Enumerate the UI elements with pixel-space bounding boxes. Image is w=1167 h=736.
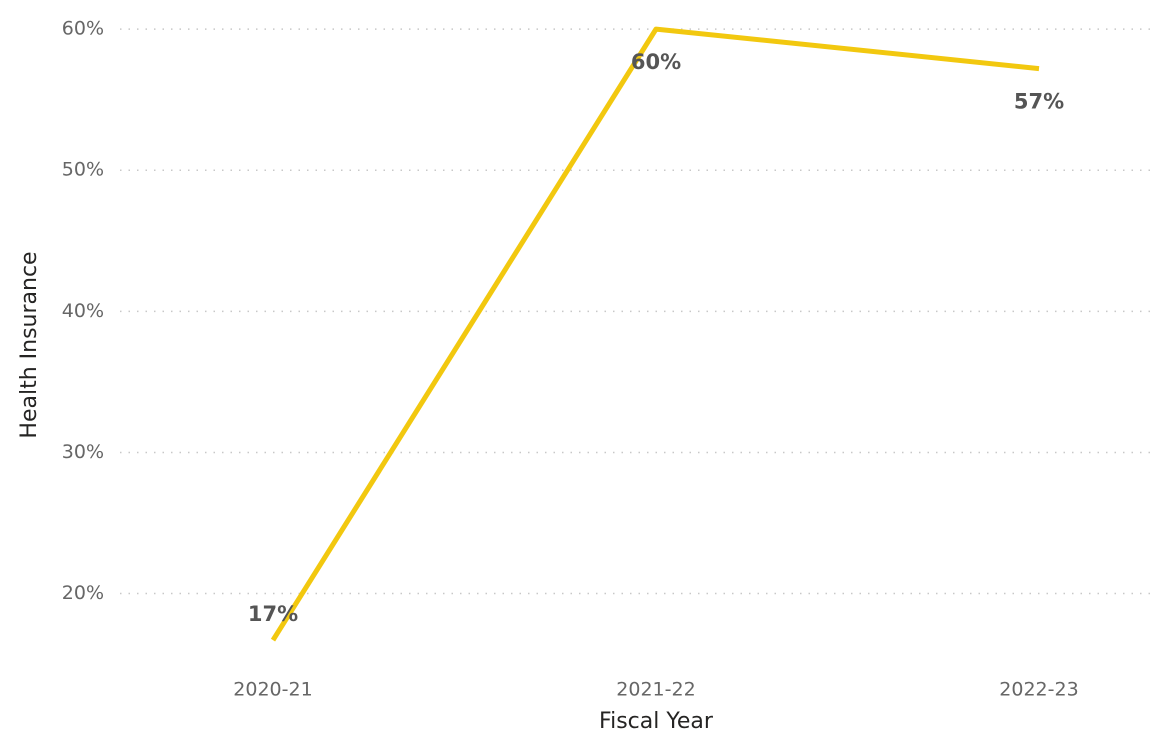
y-tick-label: 30% <box>62 441 104 463</box>
data-label: 17% <box>248 602 298 626</box>
x-tick-label: 2022-23 <box>999 679 1078 701</box>
y-tick-label: 60% <box>62 18 104 40</box>
series-line <box>270 26 1040 642</box>
y-axis-title: Health Insurance <box>17 251 42 438</box>
x-axis-title: Fiscal Year <box>599 709 714 734</box>
y-tick-label: 40% <box>62 300 104 322</box>
y-tick-label: 50% <box>62 159 104 181</box>
data-label: 57% <box>1014 90 1064 114</box>
y-tick-label: 20% <box>62 582 104 604</box>
x-tick-label: 2020-21 <box>233 679 312 701</box>
x-tick-label: 2021-22 <box>616 679 695 701</box>
data-label: 60% <box>631 50 681 74</box>
